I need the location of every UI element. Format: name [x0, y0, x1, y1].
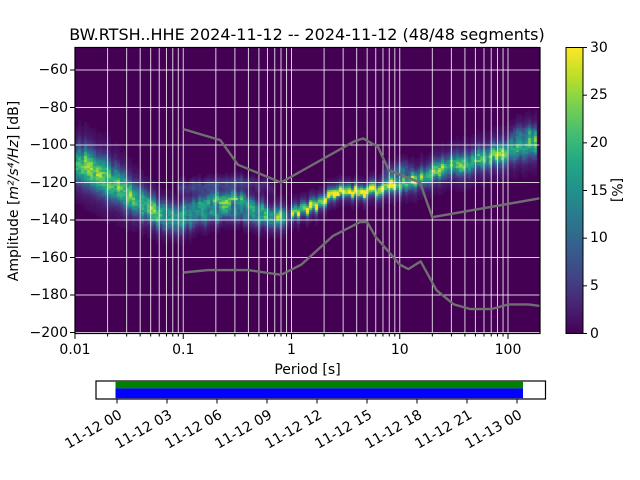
axes-border — [74, 46, 541, 335]
ppsd-heatmap-canvas — [75, 47, 540, 334]
y-tick-label: −100 — [29, 137, 68, 153]
y-tick-label: −60 — [38, 62, 68, 78]
x-tick-label: 0.01 — [59, 341, 91, 358]
nlnm-curve — [183, 220, 540, 311]
colorbar-gradient — [565, 47, 584, 334]
timeline-data-bar — [115, 388, 523, 399]
axis-tick-marks — [70, 69, 509, 339]
y-tick-label: −200 — [29, 324, 68, 341]
colorbar-tick-label: 20 — [590, 134, 608, 151]
y-tick-label: −120 — [29, 174, 68, 191]
y-tick-label: −140 — [29, 212, 68, 228]
x-tick-label: 10 — [390, 341, 409, 358]
colorbar-tick-label: 15 — [590, 182, 608, 199]
plot-title: BW.RTSH..HHE 2024-11-12 -- 2024-11-12 (4… — [69, 25, 545, 44]
x-tick-label: 1 — [287, 341, 296, 358]
grid-lines — [74, 47, 540, 334]
colorbar-tick-label: 30 — [590, 39, 608, 56]
x-axis-label: Period [s] — [274, 362, 341, 378]
nhnm-curve — [182, 127, 540, 219]
x-tick-label: 100 — [494, 341, 522, 358]
y-tick-label: −80 — [38, 99, 68, 116]
colorbar-tick-label: 5 — [590, 277, 599, 294]
colorbar-tick-label: 0 — [590, 325, 599, 342]
colorbar-tick-label: 25 — [590, 87, 608, 104]
y-tick-label: −160 — [29, 249, 68, 266]
x-tick-label: 0.1 — [172, 341, 195, 358]
timeline-tick-marks — [116, 399, 518, 404]
noise-model-curves — [182, 127, 540, 311]
colorbar-tick-marks — [583, 47, 587, 334]
timeline-processed-bar — [115, 381, 523, 389]
y-tick-label: −180 — [29, 287, 68, 303]
colorbar-tick-label: 10 — [590, 230, 608, 247]
